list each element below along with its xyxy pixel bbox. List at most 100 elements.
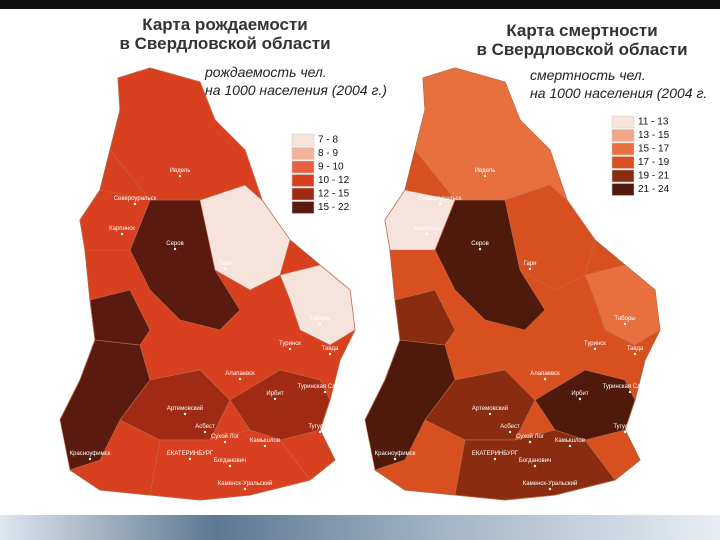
town-dot (533, 464, 537, 468)
town-dot (273, 397, 277, 401)
legend-label: 21 - 24 (638, 184, 670, 195)
town-label: Богданович (519, 458, 551, 464)
town-label: Карпинск (109, 226, 135, 232)
town-dot (328, 352, 332, 356)
town-label: Камышлов (250, 438, 280, 444)
legend-label: 11 - 13 (638, 117, 669, 128)
region (584, 264, 661, 346)
town-dot (203, 430, 207, 434)
town-dot (628, 390, 632, 394)
town-label: Артемовский (472, 405, 508, 412)
town-label: Алапаевск (530, 371, 560, 377)
town-dot (223, 440, 227, 444)
town-label: ЕКАТЕРИНБУРГ (472, 451, 519, 457)
town-label: Туринск (279, 341, 301, 347)
legend-swatch (611, 115, 635, 129)
region (129, 199, 241, 331)
region (89, 289, 151, 346)
town-dot (263, 444, 267, 448)
town-dot (318, 430, 322, 434)
map: Ивдель Североуральск Карпинск Серов Гари Табо… (364, 67, 661, 501)
town-label: Гари (219, 261, 232, 267)
legend-swatch (291, 147, 315, 160)
town-dot (568, 444, 572, 448)
legend-swatch (611, 129, 635, 142)
town-label: Ирбит (266, 391, 283, 397)
map-title: в Свердловской области (476, 40, 687, 59)
town-dot (478, 247, 482, 251)
legend-swatch (611, 183, 635, 196)
town-dot (593, 347, 597, 351)
map-title: Карта смертности (506, 21, 657, 40)
town-dot (528, 267, 532, 271)
town-label: Таборы (614, 316, 635, 322)
region (394, 289, 456, 346)
town-label: Ирбит (571, 391, 588, 397)
town-dot (623, 322, 627, 326)
town-label: Каменск-Уральский (523, 480, 577, 487)
legend-label: 10 - 12 (318, 175, 350, 186)
town-label: ЕКАТЕРИНБУРГ (167, 451, 214, 457)
town-dot (438, 202, 442, 206)
town-dot (188, 457, 192, 461)
town-label: Североуральск (419, 196, 462, 202)
town-label: Туринск (584, 341, 606, 347)
region (109, 67, 263, 201)
town-label: Красноуфимск (375, 451, 416, 457)
town-dot (323, 390, 327, 394)
legend-swatch (291, 133, 315, 147)
legend-label: 8 - 9 (318, 148, 338, 159)
legend-label: 17 - 19 (638, 157, 670, 168)
maps: Карта рождаемости в Свердловской области р… (59, 15, 707, 501)
town-label: Ивдель (170, 168, 191, 174)
region (384, 189, 456, 251)
town-dot (228, 464, 232, 468)
town-label: Асбест (195, 424, 215, 430)
legend-label: 15 - 17 (638, 144, 670, 155)
town-dot (133, 202, 137, 206)
region (434, 199, 546, 331)
town-label: Богданович (214, 458, 246, 464)
legend-label: 15 - 22 (318, 202, 350, 213)
town-label: Ивдель (475, 168, 496, 174)
town-label: Серов (166, 241, 184, 247)
map-subtitle: на 1000 населения (2004 г. (530, 85, 707, 101)
town-label: Туринская Слобода (603, 384, 659, 390)
legend-swatch (611, 142, 635, 156)
map-subtitle: смертность чел. (530, 67, 646, 83)
map-title: Карта рождаемости (142, 15, 308, 34)
town-dot (528, 440, 532, 444)
town-label: Асбест (500, 424, 520, 430)
header-strip (0, 0, 720, 9)
town-dot (288, 347, 292, 351)
town-label: Сухой Лог (516, 433, 545, 440)
map-subtitle: рождаемость чел. (204, 64, 327, 80)
town-dot (633, 352, 637, 356)
town-dot (238, 377, 242, 381)
town-dot (243, 487, 247, 491)
town-label: Красноуфимск (70, 451, 111, 457)
legend-label: 12 - 15 (318, 189, 350, 200)
legend-swatch (291, 174, 315, 187)
town-label: Серов (471, 241, 489, 247)
town-label: Таборы (309, 316, 330, 322)
legend-swatch (291, 187, 315, 201)
town-label: Гари (524, 261, 537, 267)
town-dot (318, 322, 322, 326)
town-label: Артемовский (167, 405, 203, 412)
town-dot (548, 487, 552, 491)
town-dot (120, 232, 124, 236)
town-dot (393, 457, 397, 461)
footer-strip (0, 515, 720, 540)
legend-swatch (611, 169, 635, 183)
town-label: Тавда (627, 346, 644, 352)
region (79, 189, 151, 251)
town-label: Тугулым (613, 424, 636, 430)
legend-label: 9 - 10 (318, 162, 344, 173)
town-label: Алапаевск (225, 371, 255, 377)
town-label: Тугулым (308, 424, 331, 430)
town-dot (173, 247, 177, 251)
town-dot (493, 457, 497, 461)
